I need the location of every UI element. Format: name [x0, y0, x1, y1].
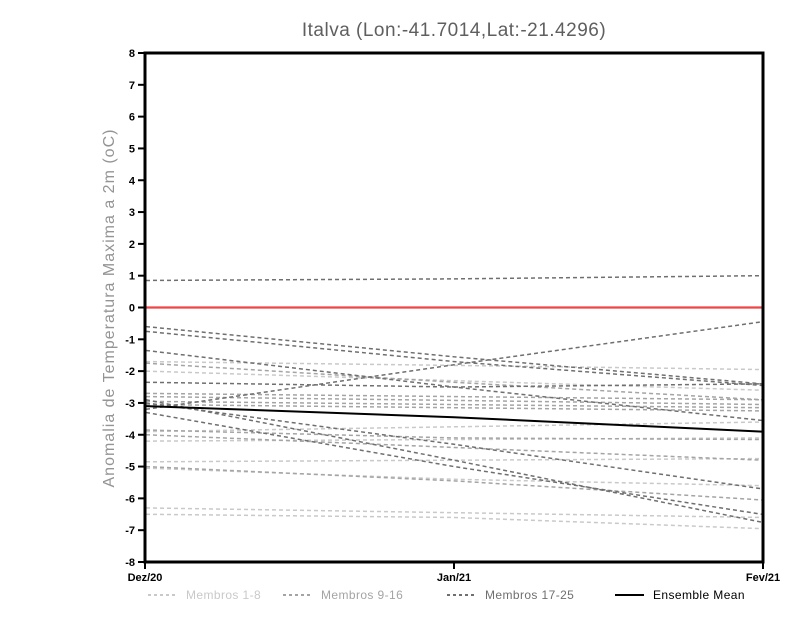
member-line: [145, 395, 763, 406]
y-axis-label: Anomalia de Temperatura Maxima a 2m (oC): [101, 128, 118, 488]
y-tick-label: 3: [129, 207, 135, 219]
y-tick-label: -4: [125, 430, 136, 442]
y-tick-label: 7: [129, 80, 135, 92]
member-line: [145, 325, 763, 385]
y-tick-label: 6: [129, 112, 135, 124]
legend-item-membros-17-25: Membros 17-25: [447, 588, 574, 602]
legend-label: Membros 9-16: [321, 588, 404, 602]
member-line: [145, 370, 763, 391]
member-line: [145, 274, 763, 282]
y-tick-label: -5: [125, 462, 135, 474]
member-line: [145, 457, 763, 463]
member-line: [145, 402, 763, 490]
y-tick-label: -2: [125, 366, 135, 378]
y-tick-label: 8: [129, 48, 135, 60]
dashed-line-sample: [148, 594, 177, 596]
member-line: [145, 403, 763, 412]
y-tick-label: -3: [125, 398, 135, 410]
dashed-line-sample: [283, 594, 312, 596]
dashed-line-sample: [447, 594, 476, 596]
legend-label: Ensemble Mean: [653, 588, 745, 602]
legend-item-membros-9-16: Membros 9-16: [283, 588, 403, 602]
y-tick-label: 4: [129, 175, 136, 187]
legend-item-ensemble-mean: Ensemble Mean: [615, 588, 745, 602]
y-tick-label: -7: [125, 525, 135, 537]
solid-line-sample: [615, 594, 644, 596]
member-line: [145, 381, 763, 388]
y-tick-label: 0: [129, 303, 135, 315]
x-tick-label: Jan/21: [437, 572, 471, 584]
member-line: [145, 321, 763, 411]
member-line: [145, 411, 763, 516]
member-line: [145, 421, 763, 433]
member-line: [145, 467, 763, 487]
plot-border: [143, 51, 765, 564]
member-line: [145, 429, 763, 441]
y-tick-label: -8: [125, 557, 135, 569]
y-tick-label: 1: [129, 271, 135, 283]
legend-label: Membros 1-8: [186, 588, 262, 602]
chart-title: Italva (Lon:-41.7014,Lat:-21.4296): [301, 20, 607, 41]
chart-legend: Membros 1-8 Membros 9-16 Membros 17-25 E…: [0, 588, 800, 610]
legend-label: Membros 17-25: [485, 588, 575, 602]
x-tick-label: Fev/21: [746, 572, 780, 584]
y-tick-label: 2: [129, 239, 135, 251]
y-tick-label: -6: [125, 493, 135, 505]
legend-item-membros-1-8: Membros 1-8: [148, 588, 261, 602]
ensemble-mean-line: [145, 405, 763, 433]
member-line: [145, 392, 763, 401]
member-line: [145, 400, 763, 409]
member-line: [145, 330, 763, 387]
member-line: [145, 362, 763, 401]
x-tick-label: Dez/20: [128, 572, 163, 584]
y-tick-label: -1: [125, 334, 135, 346]
member-line: [145, 513, 763, 530]
y-tick-label: 5: [129, 143, 135, 155]
member-line: [145, 507, 763, 519]
member-line: [145, 465, 763, 501]
member-line: [145, 434, 763, 461]
